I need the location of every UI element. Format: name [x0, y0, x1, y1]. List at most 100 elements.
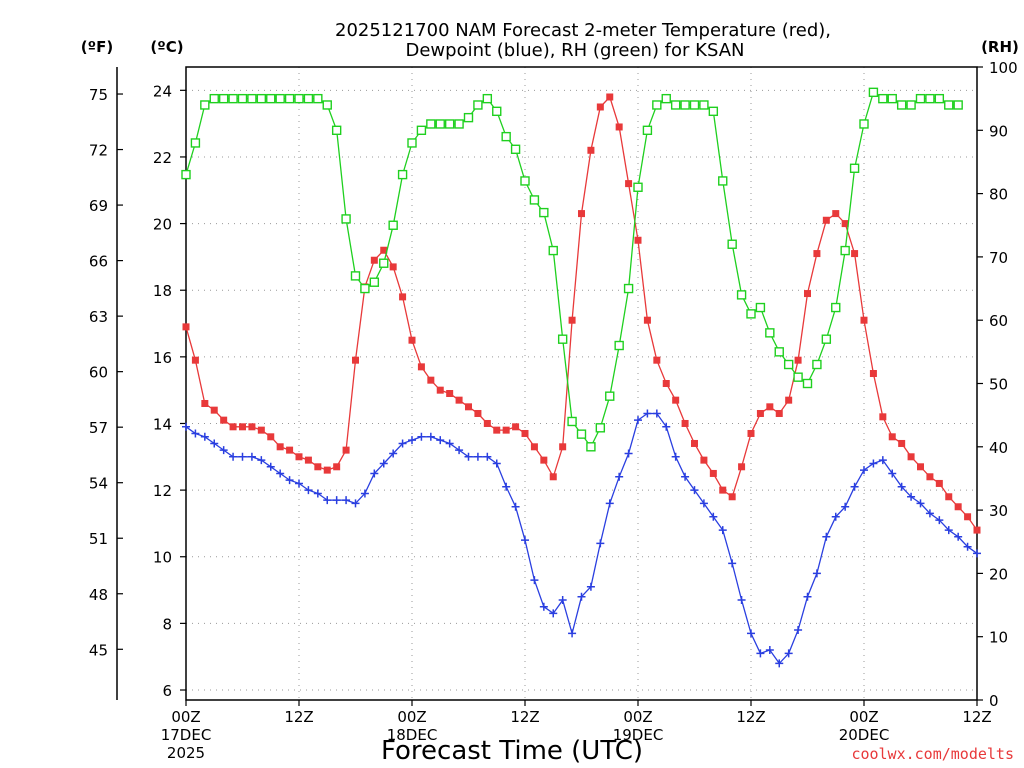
- data-point: [860, 466, 868, 475]
- rh-tick-label: 70: [989, 249, 1008, 267]
- data-point: [689, 100, 700, 110]
- celsius-tick-label: 14: [153, 415, 172, 433]
- data-point: [286, 446, 294, 454]
- data-point: [529, 195, 540, 205]
- chart-title-line2: Dewpoint (blue), RH (green) for KSAN: [405, 40, 744, 61]
- data-point: [709, 469, 717, 477]
- data-point: [662, 422, 671, 431]
- data-point: [944, 526, 953, 535]
- data-point: [926, 473, 934, 481]
- celsius-tick-label: 22: [153, 149, 172, 167]
- data-point: [728, 559, 737, 568]
- data-point: [323, 466, 331, 474]
- rh-tick-label: 0: [989, 692, 999, 710]
- data-point: [783, 359, 794, 370]
- data-point: [803, 592, 812, 601]
- time-tick-label: 00Z: [623, 708, 652, 726]
- data-point: [267, 433, 275, 441]
- data-point: [634, 416, 642, 425]
- data-point: [492, 106, 502, 117]
- data-point: [388, 220, 398, 230]
- rh-tick-label: 20: [989, 565, 1008, 583]
- data-point: [511, 502, 520, 511]
- data-point: [595, 423, 606, 433]
- credit-text: coolwx.com/modelts: [851, 745, 1014, 763]
- data-point: [351, 499, 360, 508]
- data-point: [397, 169, 408, 180]
- data-point: [436, 436, 445, 445]
- data-point: [313, 93, 323, 104]
- data-point: [455, 446, 464, 455]
- data-point: [549, 473, 557, 481]
- data-point: [624, 449, 633, 458]
- data-point: [266, 93, 276, 104]
- data-point: [906, 100, 916, 110]
- data-point: [220, 416, 228, 424]
- data-point: [587, 146, 595, 154]
- series-dewpoint: [182, 409, 981, 668]
- time-tick-year: 2025: [167, 744, 205, 762]
- data-point: [804, 290, 811, 298]
- celsius-tick-label: 10: [153, 549, 172, 567]
- data-point: [200, 432, 209, 441]
- data-point: [728, 493, 736, 501]
- data-point: [822, 216, 830, 224]
- data-point: [322, 100, 332, 110]
- data-point: [831, 302, 841, 313]
- data-point: [238, 452, 247, 461]
- fahrenheit-tick-label: 54: [89, 475, 108, 493]
- data-point: [417, 432, 426, 441]
- data-point: [756, 409, 764, 417]
- data-point: [915, 93, 926, 104]
- data-point: [465, 403, 472, 411]
- fahrenheit-tick-label: 66: [89, 253, 108, 271]
- data-point: [577, 592, 586, 601]
- fahrenheit-tick-label: 75: [89, 86, 108, 104]
- data-point: [935, 516, 944, 525]
- data-point: [303, 93, 314, 104]
- data-point: [614, 340, 624, 351]
- data-point: [681, 419, 689, 427]
- data-point: [653, 356, 661, 364]
- data-point: [831, 512, 840, 521]
- data-point: [785, 396, 793, 404]
- data-point: [925, 509, 934, 518]
- data-point: [765, 646, 774, 655]
- data-point: [775, 659, 784, 668]
- data-point: [623, 283, 634, 294]
- fahrenheit-tick-label: 72: [89, 142, 108, 160]
- data-point: [849, 163, 860, 173]
- data-point: [323, 496, 332, 505]
- data-point: [218, 93, 229, 104]
- data-point: [445, 439, 454, 448]
- data-point: [426, 119, 436, 129]
- data-point: [605, 499, 614, 508]
- data-point: [606, 93, 614, 101]
- data-point: [709, 512, 718, 521]
- data-point: [379, 459, 388, 468]
- celsius-tick-label: 24: [153, 82, 172, 100]
- rh-tick-label: 90: [989, 122, 1008, 140]
- data-point: [699, 100, 709, 110]
- time-tick-date: 19DEC: [613, 726, 664, 744]
- data-point: [331, 125, 342, 136]
- data-point: [360, 283, 370, 294]
- data-point: [896, 100, 907, 110]
- data-point: [284, 93, 295, 104]
- data-point: [512, 423, 520, 431]
- data-point: [643, 409, 652, 418]
- data-point: [501, 131, 511, 142]
- data-point: [596, 103, 604, 111]
- data-point: [747, 629, 755, 638]
- data-point: [898, 439, 906, 447]
- rh-tick-label: 30: [989, 502, 1008, 520]
- data-point: [736, 290, 747, 300]
- data-point: [398, 439, 407, 448]
- data-point: [869, 459, 878, 468]
- data-point: [191, 356, 199, 364]
- x-axis-label: Forecast Time (UTC): [381, 736, 643, 766]
- data-point: [276, 443, 284, 451]
- celsius-tick-label: 12: [153, 482, 172, 500]
- data-point: [229, 452, 238, 461]
